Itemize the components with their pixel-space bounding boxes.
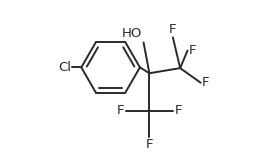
Text: F: F	[117, 104, 124, 117]
Text: HO: HO	[122, 27, 142, 40]
Text: F: F	[169, 23, 177, 36]
Text: F: F	[189, 44, 196, 57]
Text: F: F	[146, 138, 153, 151]
Text: F: F	[174, 104, 182, 117]
Text: Cl: Cl	[58, 61, 71, 74]
Text: F: F	[202, 76, 210, 89]
